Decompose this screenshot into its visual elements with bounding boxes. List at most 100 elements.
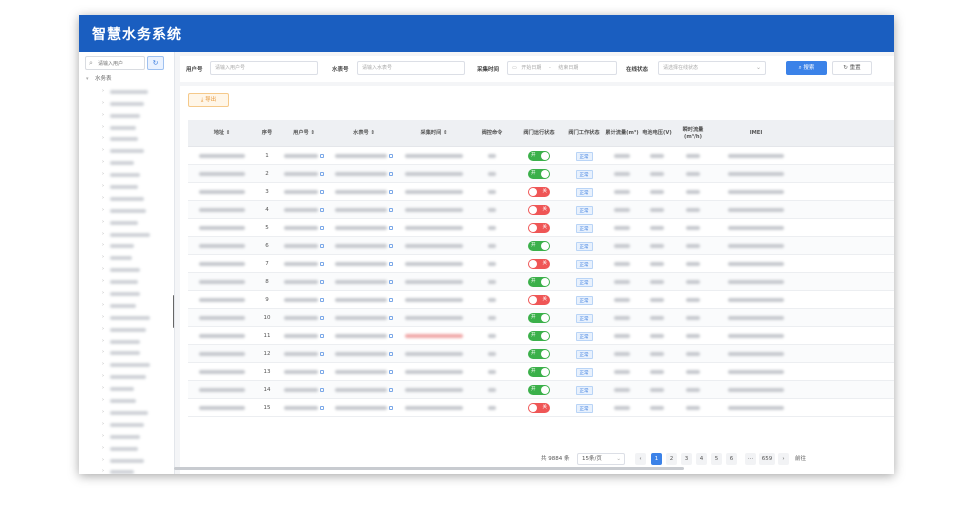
page-button[interactable]: 1 [651,453,662,465]
tree-item[interactable]: › [79,288,174,300]
column-header-valve_work[interactable]: 阀门工作状态 [568,130,600,136]
tree-item[interactable]: › [79,419,174,431]
tree-item[interactable]: › [79,217,174,229]
table-row[interactable]: 14 开 正常 [188,381,894,399]
page-button[interactable]: 2 [666,453,677,465]
valve-switch[interactable]: 开 [528,313,550,323]
reset-button[interactable]: ↻ 重置 [832,61,872,75]
table-row[interactable]: 1 开 正常 [188,147,894,165]
column-header-user_no[interactable]: 用户号 ⇕ [293,130,315,136]
copy-icon[interactable] [320,370,324,374]
copy-icon[interactable] [389,352,393,356]
valve-switch[interactable]: 开 [528,349,550,359]
table-row[interactable]: 3 关 正常 [188,183,894,201]
tree-item[interactable]: › [79,407,174,419]
tree-item[interactable]: › [79,443,174,455]
valve-switch[interactable]: 开 [528,241,550,251]
copy-icon[interactable] [320,406,324,410]
tree-item[interactable]: › [79,133,174,145]
user-no-input[interactable]: 请输入用户号 [210,61,318,75]
copy-icon[interactable] [389,316,393,320]
valve-switch[interactable]: 关 [528,403,550,413]
tree-item[interactable]: › [79,264,174,276]
table-row[interactable]: 7 关 正常 [188,255,894,273]
tree-item[interactable]: › [79,240,174,252]
tree-item[interactable]: › [79,383,174,395]
copy-icon[interactable] [389,262,393,266]
tree-item[interactable]: › [79,336,174,348]
export-button[interactable]: ⤓ 导出 [188,93,229,107]
tree-item[interactable]: › [79,359,174,371]
table-row[interactable]: 11 开 正常 [188,327,894,345]
tree-item[interactable]: › [79,145,174,157]
tree-item[interactable]: › [79,169,174,181]
tree-root[interactable]: ▾ 水务表 [79,74,174,86]
tree-item[interactable]: › [79,371,174,383]
copy-icon[interactable] [320,388,324,392]
valve-switch[interactable]: 关 [528,259,550,269]
table-row[interactable]: 12 开 正常 [188,345,894,363]
tree-item[interactable]: › [79,466,174,474]
valve-switch[interactable]: 关 [528,205,550,215]
copy-icon[interactable] [320,172,324,176]
page-button[interactable]: 3 [681,453,692,465]
sidebar-search-input[interactable] [98,58,144,69]
table-row[interactable]: 15 关 正常 [188,399,894,417]
tree-item[interactable]: › [79,455,174,467]
copy-icon[interactable] [389,190,393,194]
copy-icon[interactable] [389,370,393,374]
sidebar-scrollbar[interactable] [173,295,174,328]
table-row[interactable]: 4 关 正常 [188,201,894,219]
tree-item[interactable]: › [79,98,174,110]
copy-icon[interactable] [320,352,324,356]
copy-icon[interactable] [389,406,393,410]
column-header-address[interactable]: 地址 ⇕ [213,130,231,136]
copy-icon[interactable] [389,388,393,392]
tree-item[interactable]: › [79,229,174,241]
tree-item[interactable]: › [79,431,174,443]
valve-switch[interactable]: 开 [528,331,550,341]
copy-icon[interactable] [389,244,393,248]
column-header-meter_no[interactable]: 水表号 ⇕ [353,130,375,136]
page-button[interactable]: 5 [711,453,722,465]
copy-icon[interactable] [320,316,324,320]
table-row[interactable]: 6 开 正常 [188,237,894,255]
column-header-voltage[interactable]: 电池电压(V) [642,130,672,136]
valve-switch[interactable]: 关 [528,187,550,197]
valve-switch[interactable]: 开 [528,367,550,377]
refresh-button[interactable]: ↻ [147,56,164,70]
tree-item[interactable]: › [79,122,174,134]
tree-item[interactable]: › [79,205,174,217]
copy-icon[interactable] [389,298,393,302]
copy-icon[interactable] [320,262,324,266]
tree-item[interactable]: › [79,110,174,122]
copy-icon[interactable] [320,208,324,212]
tree-item[interactable]: › [79,252,174,264]
valve-switch[interactable]: 开 [528,277,550,287]
table-row[interactable]: 2 开 正常 [188,165,894,183]
column-header-collect_time[interactable]: 采集时间 ⇕ [420,130,448,136]
valve-switch[interactable]: 关 [528,223,550,233]
column-header-imei[interactable]: IMEI [749,130,763,136]
date-range-picker[interactable]: ▭ 开始日期 - 结束日期 [507,61,617,75]
copy-icon[interactable] [320,244,324,248]
column-header-seq[interactable]: 序号 [261,130,273,136]
tree-item[interactable]: › [79,300,174,312]
column-header-instant_flow[interactable]: 瞬时流量(m³/h) [682,126,704,140]
copy-icon[interactable] [389,226,393,230]
tree-item[interactable]: › [79,157,174,169]
copy-icon[interactable] [320,298,324,302]
table-row[interactable]: 10 开 正常 [188,309,894,327]
copy-icon[interactable] [389,154,393,158]
sidebar-search-box[interactable]: ⌕ [85,56,145,70]
table-horizontal-scrollbar[interactable] [174,467,684,470]
copy-icon[interactable] [320,280,324,284]
copy-icon[interactable] [389,334,393,338]
copy-icon[interactable] [389,172,393,176]
tree-item[interactable]: › [79,86,174,98]
search-button[interactable]: ⌕ 搜索 [786,61,827,75]
column-header-total_flow[interactable]: 累计流量(m³) [605,130,639,136]
page-size-select[interactable]: 15条/页 ⌄ [577,453,625,465]
copy-icon[interactable] [320,190,324,194]
last-page-button[interactable]: 659 [759,453,775,465]
